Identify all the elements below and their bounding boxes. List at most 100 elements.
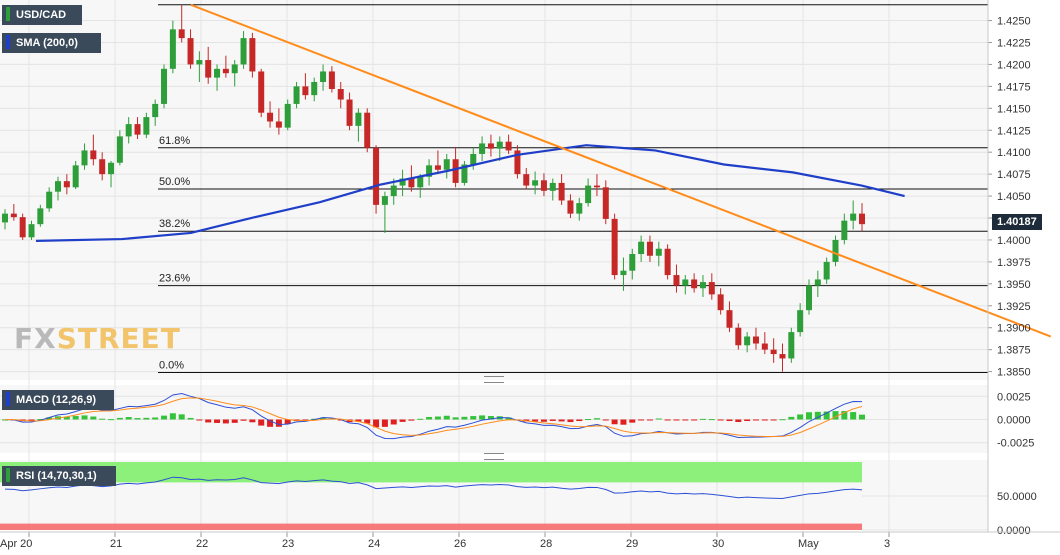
fib-level-label: 38.2% — [159, 218, 190, 230]
macd-histogram-bar — [214, 419, 221, 423]
macd-histogram-bar — [779, 419, 786, 421]
macd-histogram-bar — [364, 419, 371, 424]
price-tick-label: 1.4175 — [997, 81, 1031, 93]
macd-badge[interactable]: MACD (12,26,9) — [2, 390, 114, 410]
sma-200-line — [35, 144, 905, 242]
candle-body — [540, 180, 547, 191]
macd-histogram-bar — [258, 419, 265, 426]
candle-body — [505, 141, 512, 151]
candle-body — [761, 343, 768, 350]
macd-histogram-bar — [116, 417, 123, 420]
price-panel-bg — [0, 0, 988, 380]
price-tick-label: 1.4075 — [997, 169, 1031, 181]
candle-body — [797, 310, 804, 333]
candle-body — [532, 180, 539, 186]
macd-histogram-bar — [28, 419, 35, 421]
trendline[interactable] — [190, 3, 1052, 338]
time-tick-label: 22 — [196, 538, 208, 550]
rsi-badge[interactable]: RSI (14,70,30,1) — [2, 466, 116, 486]
candle-body — [390, 185, 397, 197]
price-gridlines — [0, 0, 988, 532]
candle-body — [788, 332, 795, 359]
candle-body — [46, 191, 53, 209]
time-tick-label: 29 — [626, 538, 638, 550]
candle-body — [161, 68, 168, 104]
macd-histogram-bar — [205, 419, 212, 423]
macd-histogram-bar — [81, 415, 88, 420]
sma-200-path — [35, 144, 905, 242]
candle-body — [240, 38, 247, 65]
descending-trendline[interactable] — [190, 3, 1052, 338]
candle-body — [496, 141, 503, 149]
candle-body — [222, 68, 229, 74]
macd-histogram-bar — [222, 419, 229, 424]
symbol-badge[interactable]: USD/CAD — [2, 5, 82, 25]
candle-body — [434, 165, 441, 170]
macd-series-marker — [6, 392, 10, 407]
candle-body — [187, 38, 194, 65]
rsi-panel-resize-handle[interactable] — [484, 453, 504, 460]
time-tick-label: 23 — [282, 538, 294, 550]
candle-body — [178, 29, 185, 39]
rsi-series-marker — [6, 468, 10, 483]
macd-label: MACD (12,26,9) — [16, 394, 97, 406]
macd-histogram-bar — [125, 417, 132, 420]
candle-body — [72, 165, 79, 188]
candle-body — [549, 182, 556, 191]
macd-histogram-bar — [240, 419, 247, 421]
price-tick-label: 1.3975 — [997, 257, 1031, 269]
macd-histogram-bar — [814, 411, 821, 420]
price-tick-label: 1.4000 — [997, 235, 1031, 247]
candle-body — [37, 208, 44, 225]
price-tick-label: 1.4150 — [997, 103, 1031, 115]
candle-body — [293, 86, 300, 104]
macd-histogram-bar — [602, 419, 609, 421]
fib-level-label: 0.0% — [159, 359, 184, 371]
macd-histogram-bar — [691, 419, 698, 421]
candle-body — [10, 213, 17, 218]
candle-body — [585, 185, 592, 204]
candle-body — [664, 248, 671, 276]
candle-body — [611, 218, 618, 276]
price-tick-label: 1.4225 — [997, 37, 1031, 49]
macd-histogram-bar — [549, 419, 556, 421]
macd-histogram-bar — [620, 419, 627, 425]
macd-histogram-bar — [664, 419, 671, 421]
price-tick-label: 1.3925 — [997, 301, 1031, 313]
macd-histogram-bar — [37, 419, 44, 421]
macd-histogram-bar — [823, 411, 830, 420]
candle-body — [373, 147, 380, 205]
candle-body — [99, 159, 106, 175]
candle-body — [81, 150, 88, 166]
fib-level-label: 23.6% — [159, 273, 190, 285]
macd-histogram-bar — [152, 417, 159, 420]
candle-body — [443, 159, 450, 170]
fxstreet-watermark: FXSTREET — [14, 322, 181, 355]
watermark-fx: FX — [14, 322, 57, 355]
candle-body — [143, 117, 150, 135]
rsi-tick-label: 50.0000 — [997, 491, 1037, 503]
macd-histogram-bar — [708, 419, 715, 421]
candle-body — [638, 241, 645, 255]
candle-body — [355, 112, 362, 126]
price-tick-label: 1.4250 — [997, 16, 1031, 28]
macd-panel-resize-handle[interactable] — [484, 376, 504, 383]
fibonacci-levels: 61.8% 50.0% 38.2% 23.6% 0.0% — [158, 4, 988, 373]
sma-badge[interactable]: SMA (200,0) — [2, 33, 101, 53]
rsi-label: RSI (14,70,30,1) — [16, 470, 97, 482]
macd-histogram-bar — [399, 419, 406, 422]
macd-histogram-bar — [567, 419, 574, 423]
macd-histogram-bar — [646, 419, 653, 421]
candle-body — [479, 143, 486, 154]
candle-body — [249, 38, 256, 72]
candle-body — [320, 71, 327, 82]
candle-body — [726, 310, 733, 328]
macd-histogram-bar — [532, 419, 539, 422]
candle-body — [859, 213, 865, 225]
macd-histogram-bar — [805, 412, 812, 420]
price-tick-label: 1.4050 — [997, 191, 1031, 203]
candle-body — [593, 185, 600, 188]
price-tick-label: 1.3875 — [997, 345, 1031, 357]
macd-histogram-bar — [797, 414, 804, 420]
candle-body — [558, 182, 565, 201]
